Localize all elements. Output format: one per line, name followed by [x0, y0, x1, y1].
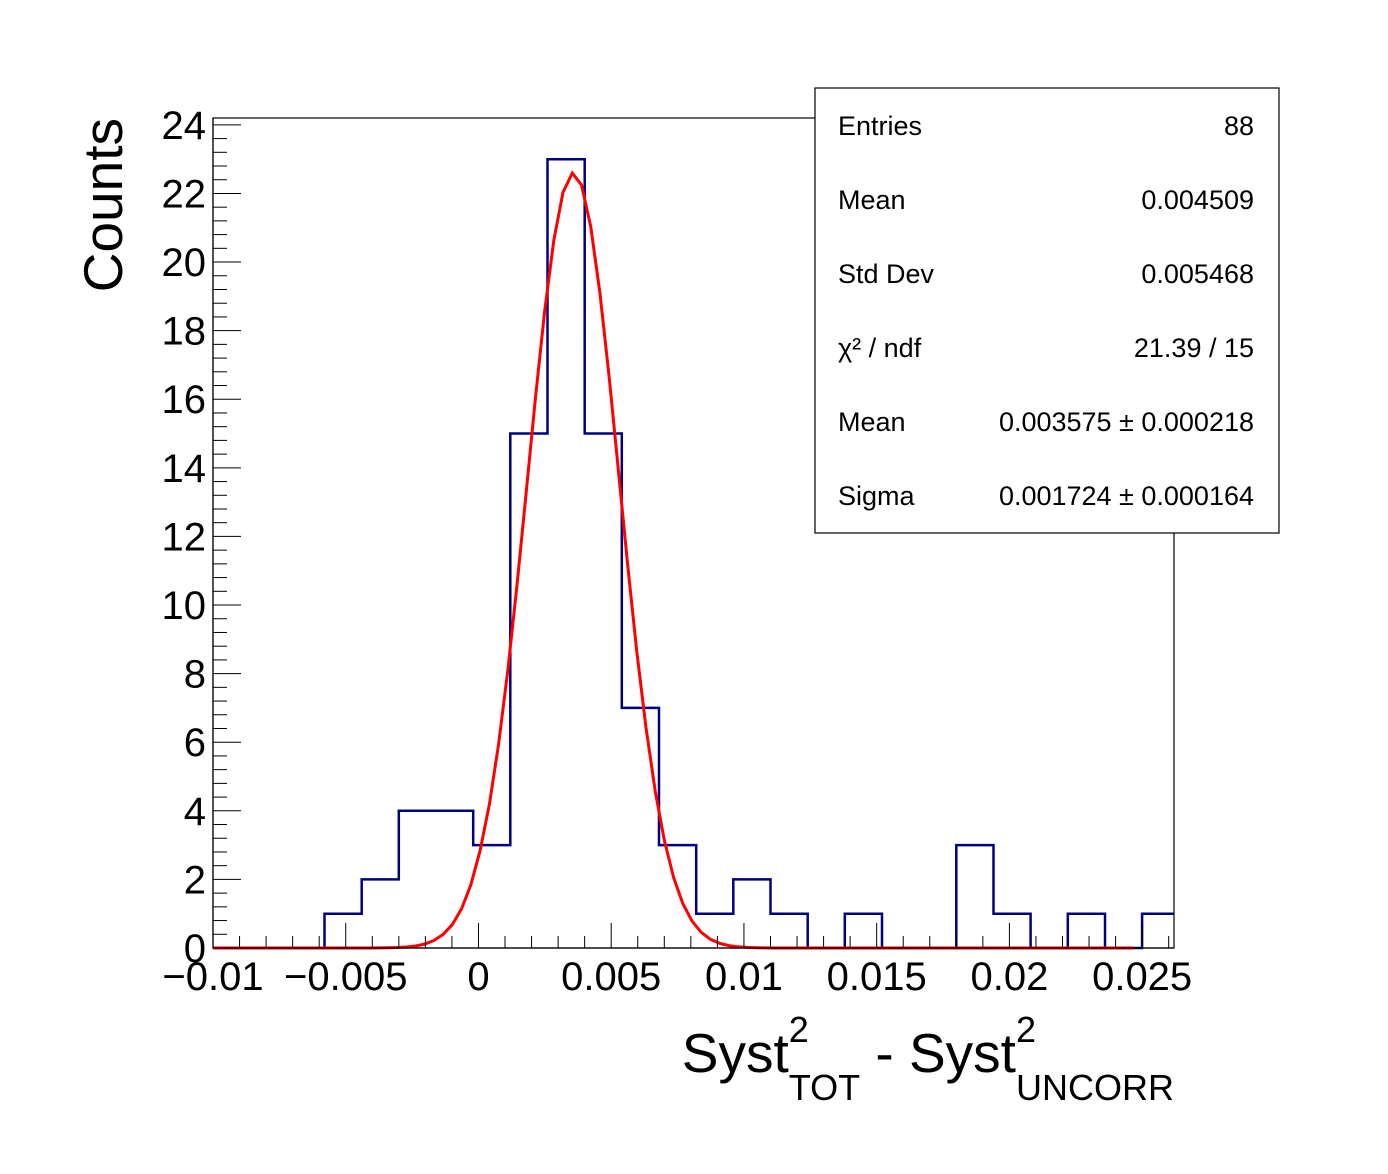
histogram-bin: [1142, 914, 1174, 948]
y-tick-label: 24: [162, 104, 207, 148]
stats-row-label: Std Dev: [838, 259, 935, 289]
y-tick-label: 2: [184, 858, 206, 902]
stats-row-value: 0.003575 ± 0.000218: [999, 407, 1254, 437]
histogram-bin: [659, 845, 696, 948]
stats-row-label: χ² / ndf: [838, 333, 922, 363]
y-tick-label: 18: [162, 310, 207, 354]
x-title-part1-base: Syst: [682, 1022, 789, 1084]
y-tick-label: 12: [162, 515, 207, 559]
y-tick-label: 16: [162, 378, 207, 422]
histogram-bin: [622, 708, 659, 948]
histogram-bin: [399, 811, 436, 948]
histogram-bin: [436, 811, 473, 948]
x-title-part1-sub: TOT: [789, 1067, 860, 1108]
histogram-bin: [994, 914, 1031, 948]
stats-row-value: 21.39 / 15: [1134, 333, 1254, 363]
y-tick-label: 22: [162, 172, 207, 216]
histogram-bin: [956, 845, 993, 948]
histogram-bin: [733, 879, 770, 948]
stats-box-frame: [814, 87, 1280, 534]
stats-row-value: 0.001724 ± 0.000164: [999, 481, 1254, 511]
x-title-part1-sup: 2: [789, 1009, 809, 1050]
x-tick-label: −0.01: [162, 955, 263, 999]
histogram-bin: [548, 159, 585, 948]
histogram-bin: [510, 434, 547, 949]
x-title-part2-base: - Syst: [860, 1022, 1016, 1084]
x-tick-label: 0.015: [827, 955, 927, 999]
y-tick-label: 6: [184, 721, 206, 765]
x-tick-label: 0: [467, 955, 489, 999]
x-title-part2-sub: UNCORR: [1016, 1067, 1174, 1108]
y-axis-title: Counts: [72, 118, 134, 292]
histogram-outline: [213, 157, 1174, 950]
stats-row-label: Entries: [838, 111, 922, 141]
stats-row-value: 88: [1224, 111, 1254, 141]
stats-row-label: Mean: [838, 185, 906, 215]
x-axis: −0.01 −0.005 0 0.005 0.01 0.015 0.02 0.025: [162, 923, 1192, 999]
stats-row-label: Sigma: [838, 481, 916, 511]
stats-row-value: 0.005468: [1141, 259, 1254, 289]
histogram-bin: [325, 914, 362, 948]
histogram-bin: [362, 879, 399, 948]
x-tick-label: 0.005: [561, 955, 661, 999]
stats-box: Entries 88 Mean 0.004509 Std Dev 0.005468 χ² /…: [814, 87, 1280, 534]
x-axis-title: Syst2 TOT - Syst2 UNCORR: [682, 1009, 1174, 1108]
histogram-bin: [771, 914, 808, 948]
y-tick-label: 0: [184, 927, 206, 971]
y-tick-label: 8: [184, 653, 206, 697]
stats-row-label: Mean: [838, 407, 906, 437]
histogram-bin: [585, 434, 622, 949]
y-tick-label: 20: [162, 241, 207, 285]
y-tick-label: 10: [162, 584, 207, 628]
x-tick-label: 0.025: [1092, 955, 1192, 999]
y-tick-label: 4: [184, 790, 206, 834]
x-tick-label: −0.005: [284, 955, 407, 999]
x-tick-label: 0.01: [705, 955, 783, 999]
y-tick-label: 14: [162, 447, 207, 491]
x-title-part2-sup: 2: [1016, 1009, 1036, 1050]
x-tick-label: 0.02: [970, 955, 1048, 999]
histogram-bin: [1068, 914, 1105, 948]
histogram-layer: [213, 157, 1174, 950]
stats-row-value: 0.004509: [1141, 185, 1254, 215]
